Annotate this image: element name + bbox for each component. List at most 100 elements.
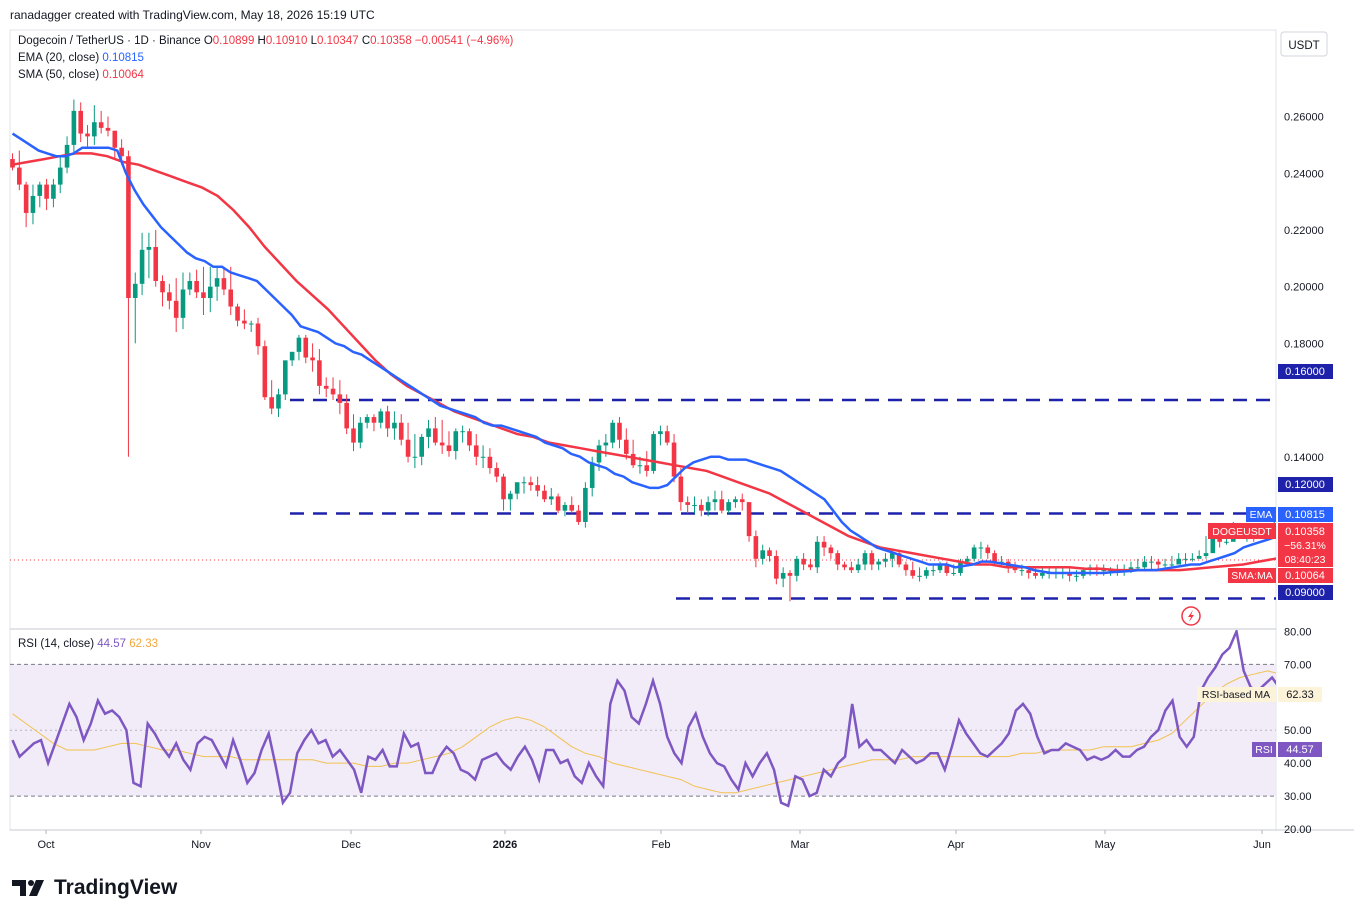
sma-50-line[interactable] — [12, 152, 1322, 572]
candle-body — [364, 417, 370, 423]
price-badge-name: DOGEUSDT — [1212, 526, 1272, 538]
rsi-legend-value: 44.57 — [97, 638, 127, 650]
candle-body — [542, 490, 547, 500]
candle-body — [924, 570, 929, 576]
svg-text:0.09000: 0.09000 — [1285, 587, 1325, 599]
candle-body — [139, 249, 145, 284]
rsi-legend[interactable]: RSI (14, close) 44.57 62.33 — [18, 638, 158, 650]
candle-body — [637, 465, 643, 467]
candle-body — [317, 360, 322, 386]
change-value: −0.00541 (−4.96%) — [414, 35, 514, 47]
candle-body — [978, 547, 984, 549]
candle-body — [180, 289, 186, 318]
candle-body — [1033, 572, 1038, 576]
rsi-ma-badge: RSI-based MA 62.33 — [1197, 687, 1322, 702]
candle-body — [944, 564, 950, 573]
rsi-ma-badge-value: 62.33 — [1286, 689, 1314, 701]
candle-body — [44, 184, 49, 199]
currency-button[interactable] — [1280, 31, 1328, 57]
candle-body — [221, 278, 227, 290]
candle-body — [767, 550, 772, 556]
candle-body — [1135, 567, 1141, 569]
open-label: O — [203, 35, 213, 47]
candle-body — [1101, 570, 1106, 572]
price-badge-change: −56.31% — [1284, 540, 1326, 552]
candle-body — [814, 541, 820, 568]
candle-body — [30, 195, 36, 213]
candle-body — [283, 360, 288, 395]
candle-body — [453, 431, 459, 452]
candle-body — [419, 436, 424, 457]
rsi-badge: RSI 44.57 — [1252, 742, 1322, 757]
candle-body — [780, 572, 786, 579]
candle-body — [378, 411, 384, 423]
candle-body — [17, 167, 22, 185]
candle-body — [412, 456, 418, 458]
candle-body — [173, 300, 179, 318]
candle-body — [358, 422, 363, 443]
candle-body — [487, 456, 493, 469]
sma-legend[interactable]: SMA (50, close) 0.10064 — [18, 69, 144, 81]
candle-body — [303, 337, 309, 358]
candle-body — [10, 159, 15, 168]
sma-badge-name: SMA:MA — [1231, 570, 1272, 582]
candle-body — [760, 550, 765, 559]
candle-body — [821, 541, 827, 548]
candle-body — [692, 504, 697, 506]
candle-body — [808, 564, 813, 568]
price-axis[interactable]: 0.26000 0.24000 0.22000 0.20000 0.18000 0.140… — [1284, 112, 1324, 464]
candle-body — [603, 442, 609, 446]
candle-body — [1128, 567, 1134, 571]
candle-body — [132, 283, 138, 298]
candle-body — [1176, 558, 1182, 565]
price-badge-countdown: 08:40:23 — [1285, 554, 1326, 566]
candle-body — [337, 394, 343, 403]
candle-body — [105, 127, 111, 131]
candle-body — [624, 439, 629, 454]
candle-body — [439, 442, 445, 446]
sma-badge: SMA:MA 0.10064 — [1228, 568, 1333, 583]
candle-body — [876, 561, 881, 565]
price-badge: DOGEUSDT 0.10358 −56.31% 08:40:23 — [1208, 523, 1333, 567]
candle-body — [119, 147, 124, 157]
lightning-icon[interactable] — [1181, 606, 1201, 626]
candle-body — [562, 504, 568, 511]
candle-body — [351, 428, 356, 443]
sma-legend-value: 0.10064 — [102, 69, 144, 81]
candle-body — [828, 547, 834, 554]
rsi-tick-label: 70.00 — [1284, 659, 1312, 671]
ema-legend[interactable]: EMA (20, close) 0.10815 — [18, 52, 144, 64]
candle-body — [385, 411, 390, 429]
candle-body — [1162, 564, 1168, 566]
price-tick-label: 0.20000 — [1284, 282, 1324, 294]
candle-body — [392, 422, 397, 429]
time-tick-label: May — [1095, 839, 1116, 851]
time-tick-label: Jun — [1253, 839, 1271, 851]
level-badge-0.09: 0.09000 — [1278, 585, 1333, 600]
ema-20-line[interactable] — [11, 132, 1322, 575]
time-axis[interactable]: Oct Nov Dec 2026 Feb Mar Apr May Jun — [37, 830, 1271, 851]
candle-body — [569, 504, 575, 511]
candle-body — [746, 502, 752, 537]
rsi-line[interactable] — [11, 630, 1322, 808]
candle-body — [262, 346, 268, 398]
candle-body — [664, 431, 670, 443]
tradingview-logo[interactable]: TradingView — [12, 876, 177, 900]
candle-body — [85, 133, 90, 137]
symbol-name: Dogecoin / TetherUS · 1D · Binance — [18, 35, 201, 47]
candle-body — [1224, 541, 1229, 543]
symbol-legend[interactable]: Dogecoin / TetherUS · 1D · Binance O0.10… — [18, 35, 513, 47]
time-tick-label: Apr — [947, 839, 964, 851]
candle-body — [883, 558, 888, 562]
candle-body — [937, 564, 943, 571]
rsi-ma-line[interactable] — [12, 670, 1322, 794]
candle-body — [835, 553, 841, 565]
candle-body — [842, 564, 847, 568]
candle-body — [999, 561, 1004, 563]
candle-body — [426, 428, 431, 437]
candle-body — [460, 431, 465, 433]
candle-body — [1190, 558, 1195, 560]
candle-body — [112, 130, 118, 148]
rsi-tick-label: 80.00 — [1284, 626, 1312, 638]
